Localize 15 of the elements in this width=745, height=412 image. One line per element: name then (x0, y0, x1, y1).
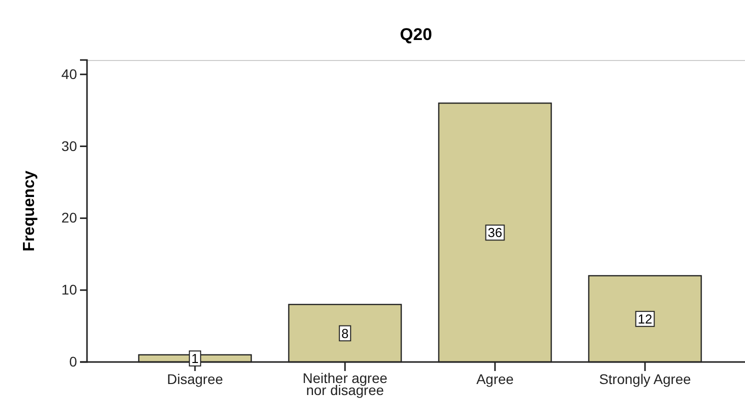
y-tick-label: 30 (61, 138, 78, 154)
chart-title: Q20 (400, 25, 432, 44)
x-tick-label: Agree (476, 370, 514, 387)
data-label: 36 (488, 225, 502, 240)
y-tick-label: 10 (61, 282, 78, 298)
data-label: 1 (191, 350, 199, 366)
y-axis-title: Frequency (21, 170, 38, 252)
x-tick-label: Strongly Agree (599, 370, 692, 387)
x-tick-label: Neither agree nor disagree (302, 370, 388, 398)
data-label: 12 (638, 311, 652, 326)
y-tick-label: 20 (61, 210, 78, 226)
y-tick-label: 0 (69, 353, 78, 370)
data-label: 8 (341, 326, 349, 341)
x-tick-label: Disagree (166, 370, 224, 387)
y-tick-label: 40 (61, 66, 78, 82)
